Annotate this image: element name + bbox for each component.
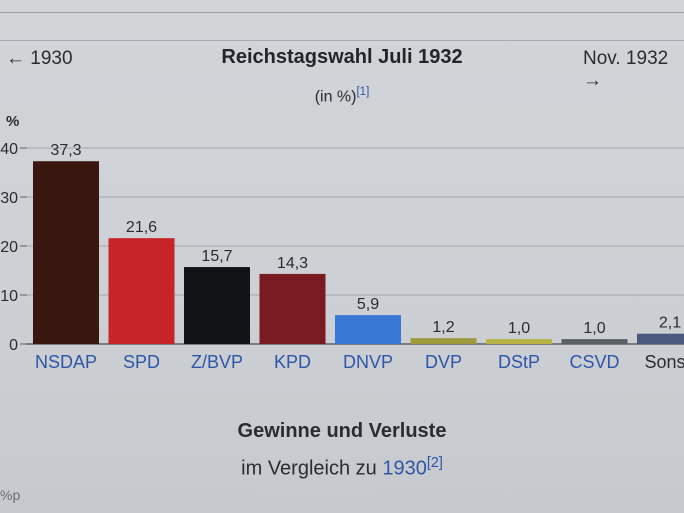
- y-tick-label: 30: [0, 190, 18, 207]
- category-label[interactable]: DStP: [498, 352, 540, 372]
- value-label: 1,0: [508, 320, 530, 337]
- prev-election-link[interactable]: ← 1930: [6, 48, 73, 69]
- category-label[interactable]: CSVD: [569, 352, 619, 372]
- category-label[interactable]: SPD: [123, 352, 160, 372]
- unit-label: %p: [0, 487, 21, 503]
- value-labels: 37,3 21,6 15,7 14,3 5,9 1,2 1,0 1,0 2,1: [50, 142, 681, 337]
- divider: [0, 12, 684, 13]
- section-subtitle-text: im Vergleich zu: [241, 457, 377, 480]
- value-label: 15,7: [201, 248, 232, 265]
- y-tick-label: 10: [0, 288, 18, 305]
- chart-subtitle: (in %)[1]: [0, 86, 684, 106]
- bar-nsdap: [33, 161, 99, 344]
- y-tick-label: 40: [0, 141, 18, 158]
- category-label[interactable]: Z/BVP: [191, 352, 243, 372]
- category-label[interactable]: DVP: [425, 352, 462, 372]
- y-axis-ticks: 0 10 20 30 40: [0, 141, 18, 354]
- category-label[interactable]: Sonst.: [644, 352, 684, 372]
- reference-link[interactable]: [1]: [356, 86, 370, 98]
- y-tick-label: 20: [0, 239, 18, 256]
- bar-csvd: [561, 339, 628, 344]
- chart-title: Reichstagswahl Juli 1932: [221, 46, 463, 68]
- bar-sonst-: [637, 333, 684, 344]
- value-label: 37,3: [50, 142, 81, 159]
- bar-dstp: [486, 339, 552, 344]
- section-title: Gewinne und Verluste: [237, 420, 447, 442]
- category-label[interactable]: DNVP: [343, 352, 393, 372]
- category-label[interactable]: KPD: [274, 352, 311, 372]
- category-label[interactable]: NSDAP: [35, 352, 97, 372]
- section-subtitle: im Vergleich zu 1930[2]: [0, 455, 684, 481]
- y-tick-label: 0: [9, 337, 18, 354]
- subtitle-text: (in %): [314, 88, 357, 106]
- divider: [0, 40, 684, 41]
- bars: [33, 161, 684, 344]
- bar-kpd: [259, 273, 326, 344]
- reference-link[interactable]: [2]: [426, 455, 443, 471]
- bar-z-bvp: [184, 267, 250, 344]
- value-label: 5,9: [357, 296, 379, 313]
- bar-dvp: [410, 338, 477, 344]
- y-axis-label: %: [6, 113, 20, 130]
- value-label: 21,6: [126, 219, 157, 236]
- value-label: 2,1: [659, 315, 681, 332]
- value-label: 14,3: [277, 255, 308, 272]
- bar-dnvp: [335, 315, 401, 344]
- bar-spd: [108, 238, 175, 344]
- value-label: 1,0: [583, 320, 605, 337]
- bar-chart: 0 10 20 30 40 37,3 21,6 15,7 14,3 5,9 1,2 1,0 1,0 2,…: [0, 141, 684, 372]
- value-label: 1,2: [432, 319, 454, 336]
- x-axis-labels: NSDAP SPD Z/BVP KPD DNVP DVP DStP CSVD Sonst.: [35, 352, 684, 372]
- year-link[interactable]: 1930: [382, 457, 427, 480]
- next-election-link[interactable]: Nov. 1932 →: [583, 48, 669, 91]
